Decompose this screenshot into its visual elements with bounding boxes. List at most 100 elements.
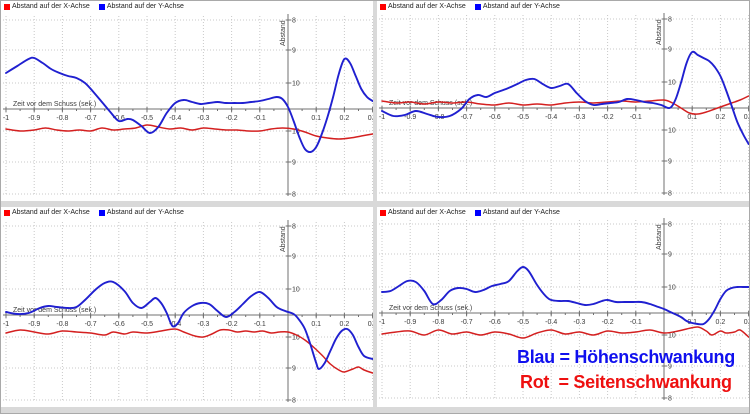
svg-text:10: 10 <box>292 81 300 88</box>
svg-text:9: 9 <box>292 366 296 373</box>
svg-text:8: 8 <box>292 398 296 405</box>
legend-x-label: Abstand auf der X-Achse <box>12 3 90 10</box>
svg-text:-0.6: -0.6 <box>489 319 501 326</box>
plot-area: -1 -0.9 -0.8 -0.7 -0.6 -0.5 -0.4 -0.3 -0.2 -0.1 0.… <box>379 13 749 198</box>
legend-item-x: Abstand auf der X-Achse <box>380 3 466 10</box>
svg-text:8: 8 <box>292 18 296 25</box>
svg-text:Zeit vor dem Schuss (sek.): Zeit vor dem Schuss (sek.) <box>13 307 96 314</box>
svg-text:-0.3: -0.3 <box>197 321 209 328</box>
legend-item-y: Abstand auf der Y-Achse <box>98 3 184 10</box>
legend-y-label: Abstand auf der Y-Achse <box>106 209 184 216</box>
svg-text:8: 8 <box>292 224 296 231</box>
svg-text:-0.9: -0.9 <box>404 114 416 121</box>
svg-text:-0.5: -0.5 <box>141 321 153 328</box>
svg-text:-0.1: -0.1 <box>254 321 266 328</box>
svg-text:0.3: 0.3 <box>368 115 373 122</box>
svg-text:-0.7: -0.7 <box>85 115 97 122</box>
svg-text:-0.8: -0.8 <box>432 319 444 326</box>
svg-text:-1: -1 <box>3 115 9 122</box>
svg-text:0.3: 0.3 <box>744 114 749 121</box>
legend-item-x: Abstand auf der X-Achse <box>4 209 90 216</box>
svg-text:Zeit vor dem Schuss (sek.): Zeit vor dem Schuss (sek.) <box>389 305 472 312</box>
svg-text:-1: -1 <box>379 114 385 121</box>
svg-text:0.2: 0.2 <box>716 319 726 326</box>
legend-item-x: Abstand auf der X-Achse <box>380 209 466 216</box>
svg-text:-0.2: -0.2 <box>602 114 614 121</box>
legend-y-swatch <box>98 3 105 10</box>
chart-panel-bottom-left: Abstand auf der X-Achse Abstand auf der … <box>1 207 373 407</box>
svg-text:-0.5: -0.5 <box>141 115 153 122</box>
svg-text:Zeit vor dem Schuss (sek.): Zeit vor dem Schuss (sek.) <box>13 101 96 108</box>
legend-y-swatch <box>474 3 481 10</box>
svg-text:9: 9 <box>668 159 672 166</box>
svg-text:0.3: 0.3 <box>744 319 749 326</box>
svg-text:9: 9 <box>292 48 296 55</box>
svg-text:10: 10 <box>292 129 300 136</box>
svg-text:0.2: 0.2 <box>716 114 726 121</box>
svg-text:-0.4: -0.4 <box>169 115 181 122</box>
legend-x-swatch <box>4 3 10 10</box>
plot-area: -1 -0.9 -0.8 -0.7 -0.6 -0.5 -0.4 -0.3 -0.2 -0.1 0.… <box>379 218 749 403</box>
svg-text:0.2: 0.2 <box>340 115 350 122</box>
annotation-line-red: Rot = Seitenschwankung <box>520 372 732 392</box>
svg-text:0.2: 0.2 <box>340 321 350 328</box>
svg-text:-0.2: -0.2 <box>226 321 238 328</box>
svg-text:-0.7: -0.7 <box>85 321 97 328</box>
svg-text:Abstand: Abstand <box>280 20 287 46</box>
plot-area: -1 -0.9 -0.8 -0.7 -0.6 -0.5 -0.4 -0.3 -0.2 -0.1 0.… <box>3 14 373 199</box>
svg-text:0.1: 0.1 <box>687 114 697 121</box>
svg-text:-0.7: -0.7 <box>461 114 473 121</box>
svg-text:-0.5: -0.5 <box>517 319 529 326</box>
legend-item-y: Abstand auf der Y-Achse <box>98 209 184 216</box>
legend-y-label: Abstand auf der Y-Achse <box>106 3 184 10</box>
svg-text:-0.2: -0.2 <box>226 115 238 122</box>
svg-text:-0.6: -0.6 <box>113 321 125 328</box>
svg-text:9: 9 <box>668 252 672 259</box>
svg-text:0.3: 0.3 <box>368 321 373 328</box>
legend-y-label: Abstand auf der Y-Achse <box>482 209 560 216</box>
svg-text:Abstand: Abstand <box>280 226 287 252</box>
svg-text:-0.4: -0.4 <box>169 321 181 328</box>
svg-text:10: 10 <box>292 287 300 294</box>
svg-text:-0.6: -0.6 <box>113 115 125 122</box>
svg-text:-1: -1 <box>379 319 385 326</box>
legend: Abstand auf der X-Achse Abstand auf der … <box>4 3 193 10</box>
svg-text:-0.9: -0.9 <box>404 319 416 326</box>
svg-text:10: 10 <box>668 80 676 87</box>
svg-text:Abstand: Abstand <box>656 224 663 250</box>
legend: Abstand auf der X-Achse Abstand auf der … <box>4 209 193 216</box>
svg-text:-0.8: -0.8 <box>56 115 68 122</box>
svg-text:Abstand: Abstand <box>656 19 663 45</box>
chart-panel-top-left: Abstand auf der X-Achse Abstand auf der … <box>1 1 373 201</box>
svg-text:0.1: 0.1 <box>311 115 321 122</box>
svg-text:9: 9 <box>668 47 672 54</box>
svg-text:8: 8 <box>668 17 672 24</box>
svg-text:-0.1: -0.1 <box>254 115 266 122</box>
plot-area: -1 -0.9 -0.8 -0.7 -0.6 -0.5 -0.4 -0.3 -0.2 -0.1 0.… <box>3 220 373 405</box>
svg-text:8: 8 <box>292 192 296 199</box>
svg-text:-0.7: -0.7 <box>461 319 473 326</box>
svg-text:-0.3: -0.3 <box>573 319 585 326</box>
legend-x-label: Abstand auf der X-Achse <box>388 3 466 10</box>
svg-text:0.1: 0.1 <box>311 321 321 328</box>
svg-text:-0.1: -0.1 <box>630 114 642 121</box>
legend-y-swatch <box>474 209 481 216</box>
legend-y-label: Abstand auf der Y-Achse <box>482 3 560 10</box>
svg-text:10: 10 <box>668 333 676 340</box>
legend-y-swatch <box>98 209 105 216</box>
svg-text:-0.8: -0.8 <box>56 321 68 328</box>
svg-text:-0.5: -0.5 <box>517 114 529 121</box>
svg-text:9: 9 <box>292 254 296 261</box>
legend-x-label: Abstand auf der X-Achse <box>388 209 466 216</box>
svg-text:8: 8 <box>668 191 672 198</box>
svg-text:10: 10 <box>668 285 676 292</box>
legend-x-swatch <box>380 209 386 216</box>
svg-text:-0.4: -0.4 <box>545 114 557 121</box>
svg-text:-0.6: -0.6 <box>489 114 501 121</box>
annotation-line-blue: Blau = Höhenschwankung <box>517 347 735 367</box>
legend: Abstand auf der X-Achse Abstand auf der … <box>380 209 569 216</box>
legend-item-x: Abstand auf der X-Achse <box>4 3 90 10</box>
svg-text:-0.4: -0.4 <box>545 319 557 326</box>
svg-text:8: 8 <box>668 396 672 403</box>
